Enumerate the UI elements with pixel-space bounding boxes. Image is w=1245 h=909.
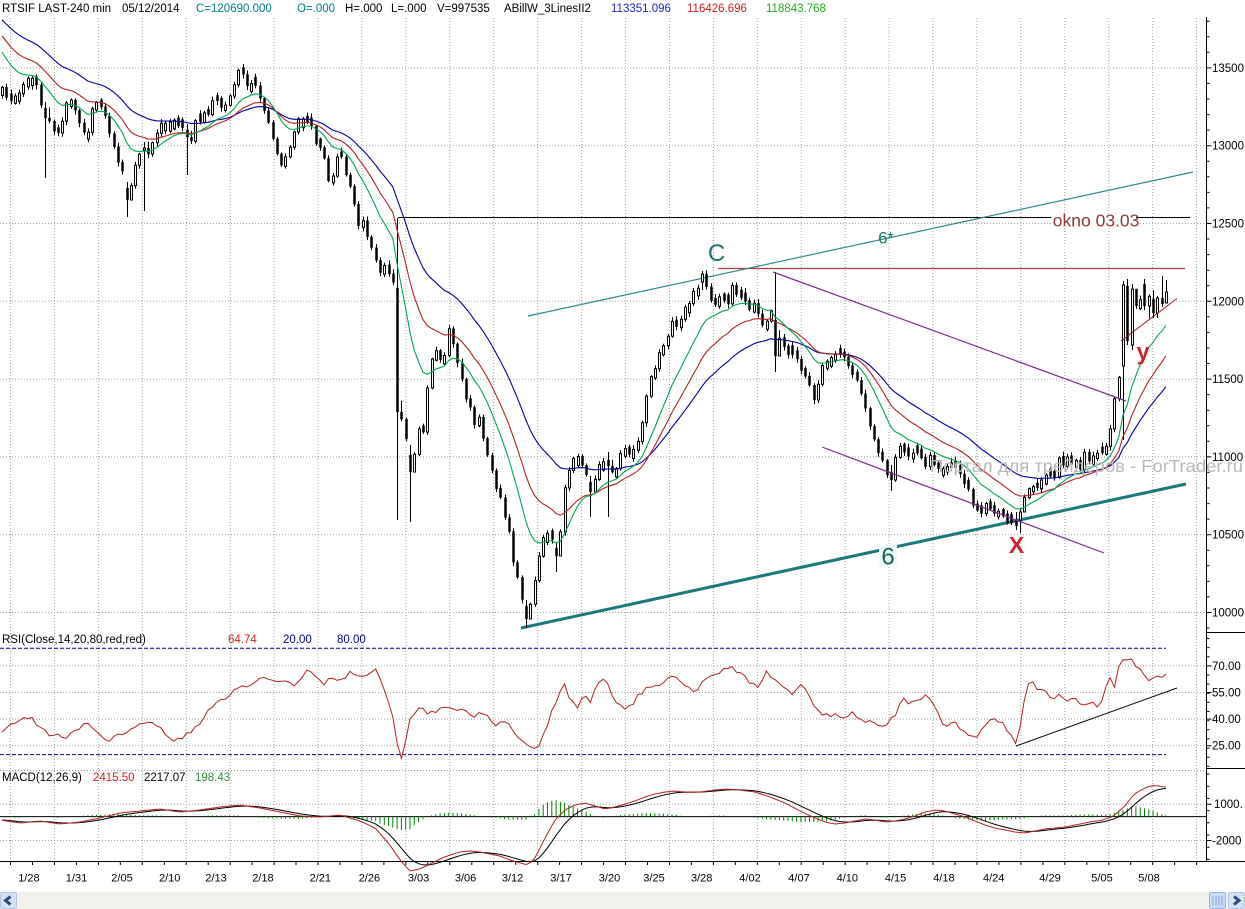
svg-text:4/07: 4/07 [788, 873, 809, 885]
svg-text:3/06: 3/06 [455, 873, 476, 885]
svg-text:70.00: 70.00 [1212, 661, 1241, 673]
svg-text:4/15: 4/15 [885, 873, 906, 885]
svg-text:у: у [1137, 339, 1150, 365]
svg-text:80.00: 80.00 [337, 634, 366, 646]
svg-text:40.00: 40.00 [1212, 714, 1241, 726]
svg-text:4/18: 4/18 [933, 873, 954, 885]
svg-text:MACD(12,26,9): MACD(12,26,9) [2, 772, 82, 784]
svg-text:4/02: 4/02 [739, 873, 760, 885]
svg-text:3/20: 3/20 [599, 873, 620, 885]
svg-text:13500: 13500 [1212, 63, 1244, 75]
svg-text:1/28: 1/28 [18, 873, 39, 885]
svg-text:RSI(Close,14,20,80,red,red): RSI(Close,14,20,80,red,red) [2, 634, 146, 646]
svg-text:C=120690.000: C=120690.000 [196, 3, 272, 15]
svg-text:10500: 10500 [1212, 530, 1244, 542]
svg-text:5/08: 5/08 [1138, 873, 1159, 885]
svg-text:3/12: 3/12 [502, 873, 523, 885]
svg-text:okno 03.03: okno 03.03 [1053, 211, 1140, 231]
svg-text:3/25: 3/25 [643, 873, 664, 885]
svg-text:2/26: 2/26 [359, 873, 380, 885]
svg-text:13000: 13000 [1212, 141, 1244, 153]
svg-text:2415.50: 2415.50 [93, 772, 135, 784]
svg-text:L=.000: L=.000 [391, 3, 427, 15]
svg-text:55.00: 55.00 [1212, 688, 1241, 700]
svg-text:113351.096: 113351.096 [611, 3, 671, 15]
svg-text:2/05: 2/05 [111, 873, 132, 885]
svg-text:O=.000: O=.000 [297, 3, 335, 15]
svg-text:64.74: 64.74 [228, 634, 257, 646]
svg-text:198.43: 198.43 [195, 772, 230, 784]
svg-text:Портал для трейдеров - ForTrad: Портал для трейдеров - ForTrader.ru [930, 456, 1243, 476]
svg-text:20.00: 20.00 [283, 634, 312, 646]
svg-text:2217.07: 2217.07 [144, 772, 186, 784]
svg-text:118843.768: 118843.768 [766, 3, 826, 15]
svg-text:2/10: 2/10 [159, 873, 180, 885]
svg-text:11000: 11000 [1212, 452, 1243, 464]
svg-text:10000: 10000 [1212, 608, 1244, 620]
svg-text:3/17: 3/17 [550, 873, 571, 885]
svg-text:4/10: 4/10 [837, 873, 858, 885]
svg-text:H=.000: H=.000 [345, 3, 382, 15]
svg-text:2/18: 2/18 [252, 873, 273, 885]
svg-text:2/13: 2/13 [205, 873, 226, 885]
svg-text:Х: Х [1009, 532, 1025, 558]
svg-text:12000: 12000 [1212, 296, 1244, 308]
svg-text:5/05: 5/05 [1091, 873, 1112, 885]
svg-text:-2000: -2000 [1212, 836, 1241, 848]
svg-text:C: C [708, 240, 725, 267]
svg-text:6: 6 [881, 544, 894, 571]
svg-text:V=997535: V=997535 [437, 3, 490, 15]
svg-text:12500: 12500 [1212, 219, 1244, 231]
svg-text:ABillW_3LinesII2: ABillW_3LinesII2 [504, 3, 591, 15]
svg-text:4/24: 4/24 [983, 873, 1004, 885]
svg-text:6*: 6* [878, 230, 894, 248]
svg-text:25.00: 25.00 [1212, 741, 1241, 753]
svg-text:116426.696: 116426.696 [687, 3, 747, 15]
svg-text:05/12/2014: 05/12/2014 [122, 3, 180, 15]
svg-text:3/03: 3/03 [408, 873, 429, 885]
svg-text:3/28: 3/28 [691, 873, 712, 885]
svg-text:RTSIF LAST-240 min: RTSIF LAST-240 min [2, 3, 111, 15]
svg-text:2/21: 2/21 [310, 873, 331, 885]
svg-text:4/29: 4/29 [1039, 873, 1060, 885]
svg-text:1000.: 1000. [1214, 799, 1243, 811]
svg-text:1/31: 1/31 [66, 873, 87, 885]
svg-text:11500: 11500 [1212, 374, 1243, 386]
